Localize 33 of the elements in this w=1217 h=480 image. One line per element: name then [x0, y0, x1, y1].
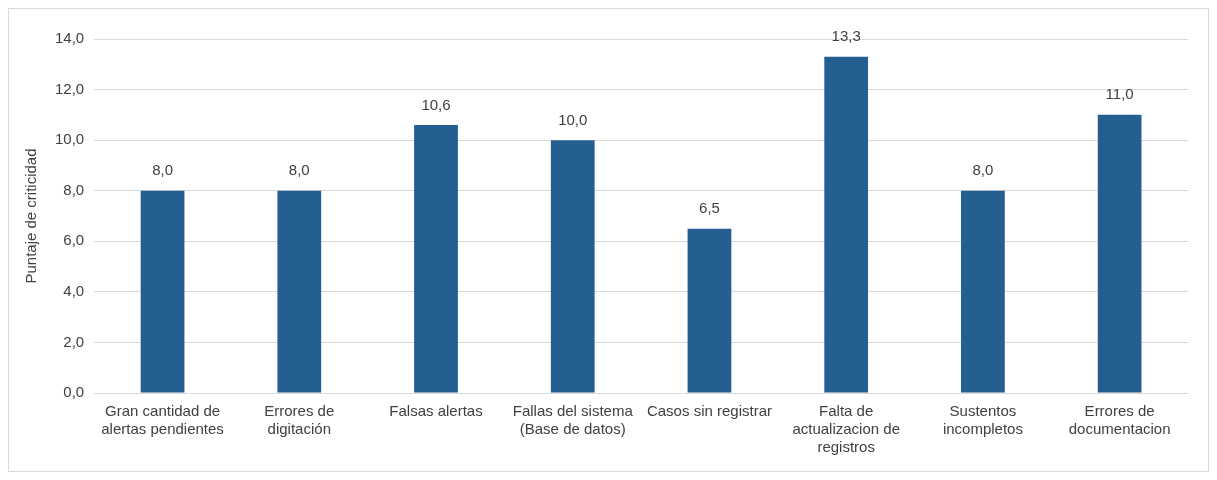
bar — [961, 190, 1005, 393]
y-tick-label: 8,0 — [63, 180, 85, 198]
bar — [824, 56, 869, 393]
bar — [687, 228, 732, 393]
y-tick-label: 4,0 — [63, 282, 85, 299]
x-tick-label: Falta de actualizacion de registros — [792, 402, 900, 456]
y-tick-label: 10,0 — [54, 130, 85, 148]
data-label: 10,0 — [558, 110, 588, 128]
data-label: 11,0 — [1105, 85, 1134, 103]
data-label: 8,0 — [972, 161, 994, 179]
bar — [414, 124, 458, 393]
bar — [277, 190, 322, 393]
y-tick-label: 12,0 — [54, 79, 85, 97]
x-tick-label: Gran cantidad de alertas pendientes — [101, 402, 224, 438]
y-tick-label: 6,0 — [63, 231, 85, 249]
y-tick-label: 14,0 — [54, 29, 85, 47]
data-label: 6,5 — [699, 199, 720, 217]
data-label: 13,3 — [831, 27, 861, 45]
data-label: 10,6 — [421, 95, 451, 113]
bar — [550, 140, 595, 393]
x-tick-label: Casos sin registrar — [646, 402, 772, 420]
x-tick-label: Errores de digitación — [264, 402, 335, 438]
x-tick-label: Falsas alertas — [389, 402, 483, 420]
x-tick-label: Errores de documentacion — [1068, 402, 1171, 438]
y-tick-label: 0,0 — [63, 383, 85, 401]
x-tick-label: Fallas del sistema (Base de datos) — [512, 402, 634, 438]
bar — [140, 190, 185, 393]
x-tick-label: Sustentos incompletos — [942, 402, 1023, 438]
data-label: 8,0 — [288, 161, 310, 179]
bar — [1097, 114, 1142, 393]
y-tick-label: 2,0 — [63, 332, 85, 350]
y-axis-title: Puntaje de criticidad — [22, 148, 40, 284]
data-label: 8,0 — [152, 161, 173, 179]
